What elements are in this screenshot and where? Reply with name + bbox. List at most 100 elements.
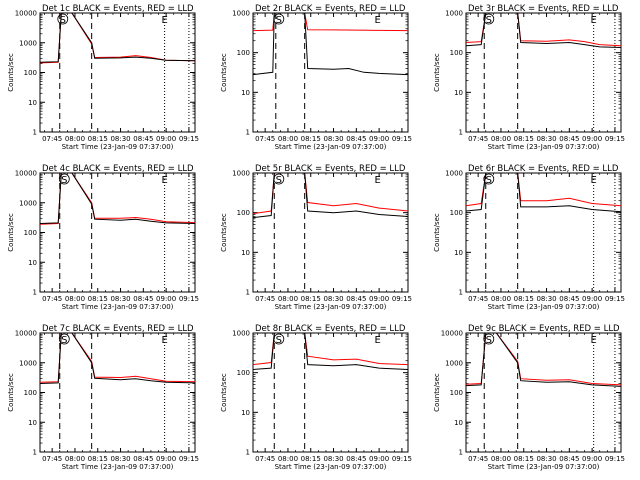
y-tick-label: 100 (237, 49, 250, 57)
x-tick-label: 09:00 (369, 455, 389, 463)
marker-label: S (61, 175, 67, 186)
y-axis-label: Counts/sec (7, 373, 15, 412)
y-tick-label: 10000 (15, 170, 37, 178)
chart-title: Det 2r BLACK = Events, RED = LLD (255, 4, 406, 14)
x-tick-label: 08:00 (278, 295, 298, 303)
x-tick-label: 08:15 (88, 295, 108, 303)
marker-label: E (590, 335, 596, 346)
events-series-line (39, 172, 196, 224)
marker-label: S (486, 15, 492, 26)
y-axis-label: Counts/sec (7, 213, 15, 252)
plot-frame (39, 332, 196, 453)
x-tick-label: 08:30 (110, 135, 130, 143)
chart-panel: Det 3r BLACK = Events, RED = LLD 1 10 100 10… (433, 4, 625, 151)
x-tick-label: 09:15 (392, 295, 412, 303)
y-tick-label: 100 (237, 369, 250, 377)
y-tick-label: 10000 (441, 330, 463, 338)
x-tick-label: 08:30 (323, 135, 343, 143)
marker-label: S (276, 175, 282, 186)
events-series-line (252, 332, 409, 370)
y-axis-label: Counts/sec (220, 213, 228, 252)
chart-title: Det 9c BLACK = Events, RED = LLD (468, 324, 620, 334)
x-tick-label: 08:45 (133, 295, 153, 303)
x-tick-label: 09:15 (605, 455, 625, 463)
chart-title: Det 4c BLACK = Events, RED = LLD (42, 164, 194, 174)
marker-label: S (60, 15, 66, 26)
y-tick-label: 1000 (19, 359, 37, 367)
y-tick-label: 1000 (19, 39, 37, 47)
x-tick-label: 08:00 (491, 135, 511, 143)
x-tick-label: 08:45 (133, 135, 153, 143)
plot-frame (252, 12, 409, 133)
start-marker-circle (58, 173, 70, 185)
x-tick-label: 07:45 (255, 135, 275, 143)
y-tick-label: 100 (450, 209, 463, 217)
chart-panel: Det 4c BLACK = Events, RED = LLD 1 10 100 10… (7, 164, 199, 311)
x-axis-label: Start Time (23-Jan-09 07:37:00) (275, 463, 387, 471)
y-tick-label: 10 (241, 409, 250, 417)
y-tick-label: 10 (454, 249, 463, 257)
y-tick-label: 1000 (445, 170, 463, 178)
x-tick-label: 08:15 (514, 135, 534, 143)
plot-frame (252, 332, 409, 453)
start-marker-circle (483, 173, 495, 185)
y-axis-label: Counts/sec (433, 373, 441, 412)
x-tick-label: 08:30 (536, 455, 556, 463)
chart-title: Det 3r BLACK = Events, RED = LLD (468, 4, 619, 14)
y-tick-label: 100 (450, 389, 463, 397)
y-tick-label: 100 (237, 209, 250, 217)
x-tick-label: 08:15 (301, 135, 321, 143)
x-tick-label: 08:15 (514, 295, 534, 303)
marker-label: E (374, 15, 380, 26)
lld-series-line (252, 12, 409, 32)
chart-panel: Det 2r BLACK = Events, RED = LLD 1 10 100 10… (220, 4, 412, 151)
start-marker-circle (483, 13, 495, 25)
x-axis-label: Start Time (23-Jan-09 07:37:00) (275, 143, 387, 151)
y-tick-label: 100 (24, 69, 37, 77)
y-tick-label: 10 (241, 249, 250, 257)
events-series-line (39, 332, 196, 384)
start-marker-circle (483, 333, 495, 345)
y-tick-label: 1000 (19, 199, 37, 207)
x-tick-label: 08:15 (301, 295, 321, 303)
x-tick-label: 07:45 (468, 455, 488, 463)
x-tick-label: 07:45 (468, 295, 488, 303)
y-tick-label: 100 (24, 229, 37, 237)
x-tick-label: 09:00 (582, 135, 602, 143)
x-tick-label: 08:30 (323, 455, 343, 463)
y-tick-label: 100 (450, 49, 463, 57)
plot-frame (465, 332, 622, 453)
marker-label: E (590, 175, 596, 186)
x-tick-label: 09:15 (605, 135, 625, 143)
plot-frame (465, 172, 622, 293)
x-tick-label: 08:45 (346, 295, 366, 303)
x-tick-label: 08:00 (65, 295, 85, 303)
events-series-line (465, 332, 622, 387)
events-series-line (252, 12, 409, 76)
y-tick-label: 10 (28, 99, 37, 107)
x-tick-label: 08:15 (88, 455, 108, 463)
x-tick-label: 09:00 (156, 295, 176, 303)
y-axis-label: Counts/sec (7, 53, 15, 92)
y-tick-label: 1 (459, 289, 463, 297)
y-tick-label: 1 (459, 129, 463, 137)
x-tick-label: 09:00 (582, 295, 602, 303)
y-tick-label: 1 (33, 449, 37, 457)
x-tick-label: 08:15 (88, 135, 108, 143)
y-axis-label: Counts/sec (220, 53, 228, 92)
marker-label: E (161, 15, 167, 26)
x-tick-label: 08:00 (278, 135, 298, 143)
x-axis-label: Start Time (23-Jan-09 07:37:00) (488, 303, 600, 311)
events-series-line (465, 12, 622, 48)
x-tick-label: 08:30 (110, 295, 130, 303)
marker-label: E (161, 175, 167, 186)
x-tick-label: 07:45 (255, 295, 275, 303)
x-tick-label: 07:45 (42, 135, 62, 143)
x-tick-label: 09:00 (582, 455, 602, 463)
y-tick-label: 10000 (15, 330, 37, 338)
y-tick-label: 1000 (232, 170, 250, 178)
x-tick-label: 09:15 (605, 295, 625, 303)
x-axis-label: Start Time (23-Jan-09 07:37:00) (62, 463, 174, 471)
